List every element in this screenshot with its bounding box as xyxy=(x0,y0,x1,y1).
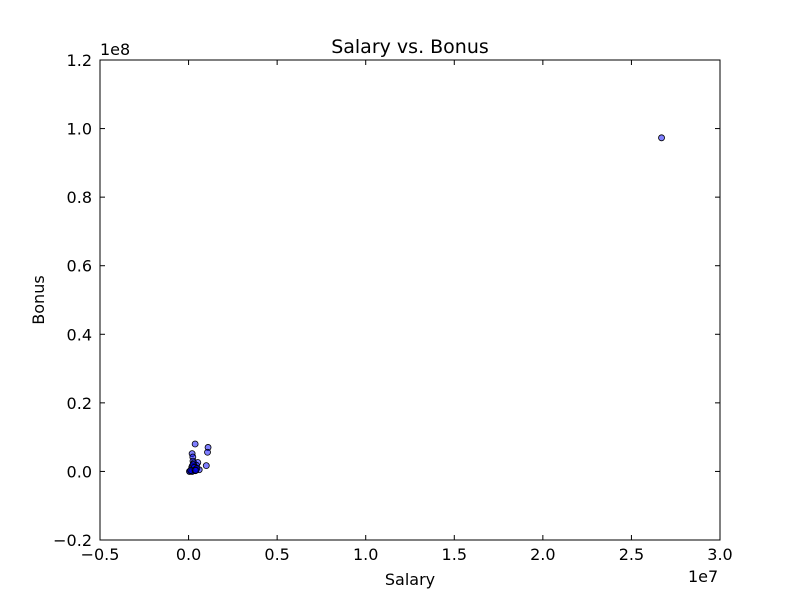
x-axis-tick-label: −0.5 xyxy=(81,545,120,564)
scatter-point xyxy=(204,448,211,456)
scatter-point xyxy=(202,462,210,470)
scatter-point xyxy=(658,134,665,142)
axis-tick-labels: −0.5 0.0 0.5 1.0 1.5 2.0 2.5 3.0 −0.2 0.0 0.2 0.4 0.… xyxy=(53,51,733,564)
y-axis-tick-label: 0.8 xyxy=(67,188,92,207)
y-axis-tick-label: 0.4 xyxy=(67,325,92,344)
x-axis-tick-label: 2.5 xyxy=(619,545,644,564)
x-axis-offset-label: 1e7 xyxy=(688,567,718,586)
y-axis-tick-label: 1.2 xyxy=(67,51,92,70)
axis-ticks xyxy=(99,59,721,541)
x-axis-tick-label: 1.5 xyxy=(442,545,467,564)
scatter-points xyxy=(186,134,665,475)
x-axis-tick-label: 1.0 xyxy=(353,545,378,564)
x-axis-tick-label: 0.5 xyxy=(264,545,289,564)
scatter-point xyxy=(191,440,199,448)
x-axis-tick-label: 3.0 xyxy=(707,545,732,564)
y-axis-label: Bonus xyxy=(29,275,48,324)
y-axis-tick-label: 0.0 xyxy=(67,462,92,481)
x-axis-label: Salary xyxy=(385,570,435,589)
scatter-point xyxy=(192,466,200,474)
y-axis-tick-label: −0.2 xyxy=(53,531,92,550)
y-axis-offset-label: 1e8 xyxy=(100,40,130,59)
chart-title: Salary vs. Bonus xyxy=(331,36,489,58)
y-axis-tick-label: 0.2 xyxy=(67,394,92,413)
plot-frame xyxy=(99,59,721,541)
x-axis-tick-label: 0.0 xyxy=(176,545,201,564)
y-axis-tick-label: 1.0 xyxy=(67,120,92,139)
x-axis-tick-label: 2.0 xyxy=(530,545,555,564)
y-axis-tick-label: 0.6 xyxy=(67,257,92,276)
